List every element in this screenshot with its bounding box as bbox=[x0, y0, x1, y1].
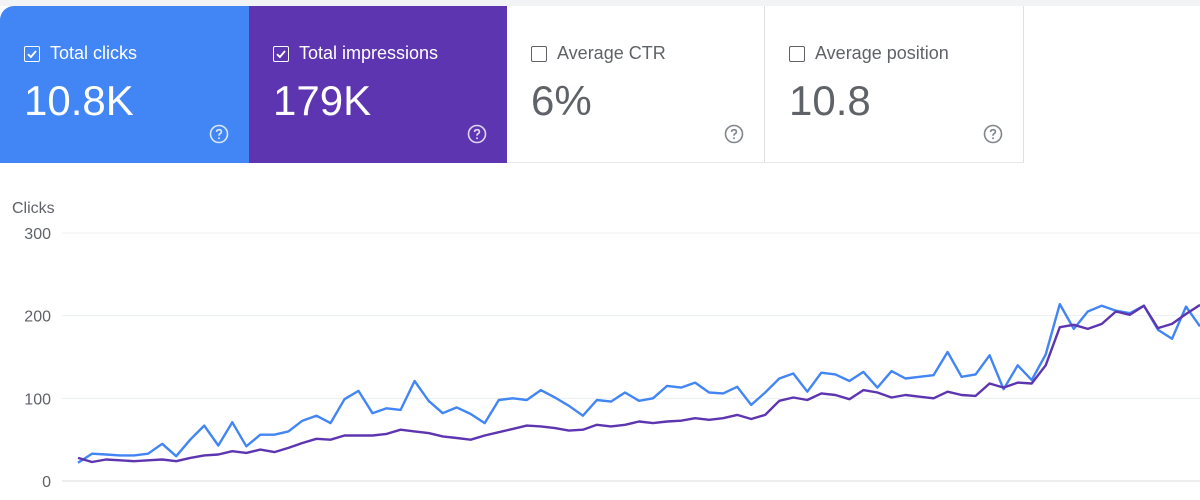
series-line-total-clicks bbox=[77, 302, 1200, 464]
check-box-icon[interactable] bbox=[24, 45, 40, 62]
top-strip bbox=[0, 0, 1200, 6]
help-circle-icon[interactable] bbox=[467, 124, 487, 144]
y-tick-label: 300 bbox=[24, 226, 51, 243]
metric-card-average-ctr[interactable]: Average CTR 6% bbox=[507, 6, 765, 163]
help-circle-icon[interactable] bbox=[983, 124, 1003, 144]
metric-label: Total clicks bbox=[50, 43, 138, 63]
help-circle-icon[interactable] bbox=[724, 124, 744, 144]
metric-label: Average position bbox=[815, 43, 949, 63]
metric-cards: Total clicks 10.8K Total impressions 179… bbox=[0, 6, 1024, 163]
metric-value: 10.8K bbox=[24, 77, 134, 124]
metric-value: 10.8 bbox=[789, 77, 871, 124]
check-box-outline-icon[interactable] bbox=[531, 45, 547, 62]
help-circle-icon[interactable] bbox=[209, 124, 229, 144]
metric-card-total-impressions[interactable]: Total impressions 179K bbox=[249, 6, 507, 163]
line-chart: 0 100 200 300 Clicks bbox=[12, 200, 1200, 491]
series-line-total-impressions bbox=[77, 303, 1200, 464]
y-tick-label: 100 bbox=[24, 391, 51, 408]
y-tick-label: 200 bbox=[24, 309, 51, 326]
y-tick-label: 0 bbox=[42, 474, 51, 491]
check-box-outline-icon[interactable] bbox=[789, 45, 805, 62]
metric-value: 179K bbox=[273, 77, 372, 124]
metric-card-average-position[interactable]: Average position 10.8 bbox=[765, 6, 1024, 163]
y-axis-label: Clicks bbox=[12, 200, 55, 217]
check-box-icon[interactable] bbox=[273, 45, 289, 62]
metric-card-total-clicks[interactable]: Total clicks 10.8K bbox=[0, 6, 249, 163]
performance-chart: 0 100 200 300 Clicks bbox=[0, 163, 1200, 500]
metric-value: 6% bbox=[531, 77, 592, 124]
metric-label: Average CTR bbox=[557, 43, 666, 63]
metric-label: Total impressions bbox=[299, 43, 439, 63]
